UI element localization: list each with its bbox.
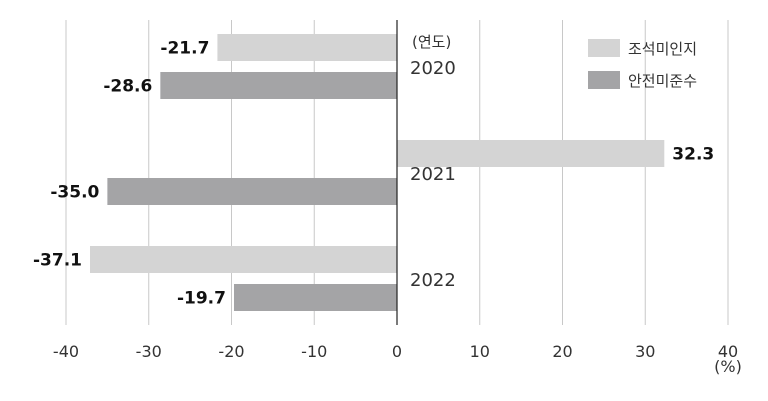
data-label: -21.7 [160, 39, 209, 59]
data-label: -35.0 [50, 183, 99, 203]
category-label-2021: 2021 [410, 164, 456, 185]
bar-2021-0 [397, 140, 665, 167]
legend-swatch [588, 39, 620, 57]
x-tick-label: 20 [552, 342, 572, 361]
bar-2020-0 [217, 34, 397, 61]
x-axis-unit: (%) [714, 357, 742, 376]
x-tick-label: 30 [635, 342, 655, 361]
category-label-2020: 2020 [410, 58, 456, 79]
data-label: 32.3 [672, 145, 714, 165]
bar-2022-0 [89, 246, 397, 273]
data-label: -19.7 [177, 289, 226, 309]
bar-2021-1 [107, 178, 397, 205]
legend-swatch [588, 71, 620, 89]
category-label-2022: 2022 [410, 270, 456, 291]
x-tick-label: -10 [301, 342, 327, 361]
data-label: -28.6 [103, 77, 152, 97]
x-tick-label: -20 [218, 342, 244, 361]
x-tick-label: 0 [392, 342, 402, 361]
data-label: -37.1 [33, 251, 82, 271]
legend-label: 안전미준수 [628, 72, 697, 90]
bar-2020-1 [160, 72, 397, 99]
bar-2022-1 [233, 284, 397, 311]
x-tick-label: 10 [470, 342, 490, 361]
x-tick-label: 40 [718, 342, 738, 361]
x-tick-label: -30 [136, 342, 162, 361]
legend-label: 조석미인지 [628, 40, 697, 58]
category-axis-title: (연도) [412, 33, 451, 51]
x-tick-label: -40 [53, 342, 79, 361]
